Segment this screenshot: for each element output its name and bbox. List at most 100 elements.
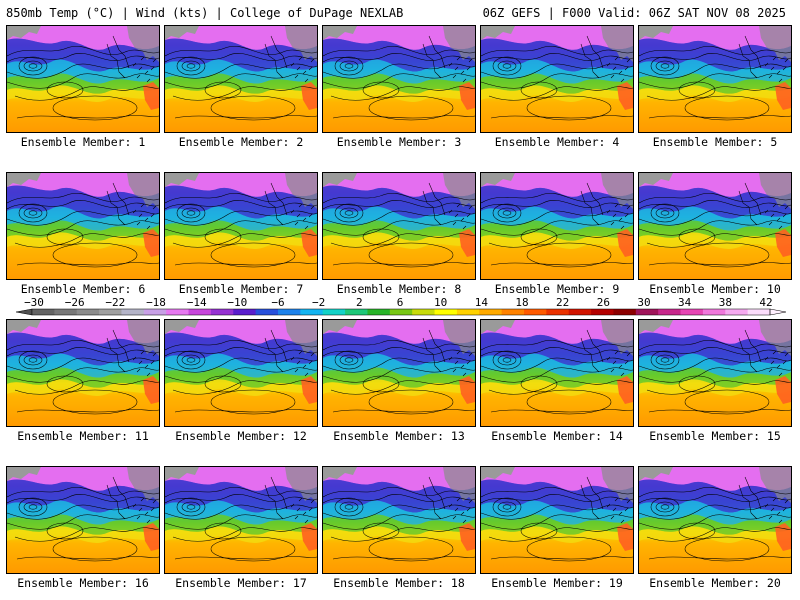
temperature-wind-map: [481, 467, 633, 573]
colorbar-tick-label: −26: [65, 296, 85, 309]
ensemble-member-map: [322, 172, 476, 280]
ensemble-member-map: [480, 172, 634, 280]
ensemble-member-map: [6, 319, 160, 427]
colorbar-swatch: [702, 309, 726, 315]
temperature-wind-map: [639, 26, 791, 132]
colorbar-tick-label: −14: [187, 296, 207, 309]
ensemble-member-label: Ensemble Member: 13: [333, 429, 465, 443]
ensemble-member-map: [638, 466, 792, 574]
colorbar-swatch: [412, 309, 436, 315]
temperature-wind-map: [323, 320, 475, 426]
colorbar-tick-label: 38: [719, 296, 732, 309]
colorbar-swatch: [300, 309, 324, 315]
ensemble-member-map: [322, 466, 476, 574]
ensemble-member-label: Ensemble Member: 16: [17, 576, 149, 590]
colorbar-swatch: [143, 309, 167, 315]
colorbar-tick-label: −2: [312, 296, 325, 309]
colorbar-swatch: [99, 309, 122, 315]
ensemble-member-label: Ensemble Member: 14: [491, 429, 623, 443]
ensemble-member-label: Ensemble Member: 3: [336, 135, 462, 149]
ensemble-member-map: [6, 466, 160, 574]
temperature-wind-map: [323, 173, 475, 279]
colorbar-max-arrow: [769, 308, 787, 316]
temperature-wind-map: [323, 467, 475, 573]
colorbar-tick-label: 10: [434, 296, 447, 309]
ensemble-member-map: [322, 25, 476, 133]
temperature-wind-map: [323, 26, 475, 132]
colorbar-swatch: [322, 309, 346, 315]
temperature-wind-map: [639, 320, 791, 426]
ensemble-member-label: Ensemble Member: 11: [17, 429, 149, 443]
ensemble-member-map: [638, 25, 792, 133]
colorbar-tick-label: 42: [759, 296, 772, 309]
ensemble-member-label: Ensemble Member: 4: [494, 135, 620, 149]
colorbar-swatch: [389, 309, 413, 315]
colorbar-tick-label: 18: [515, 296, 528, 309]
colorbar-swatch: [680, 309, 704, 315]
colorbar-tick-label: 6: [397, 296, 404, 309]
colorbar-swatch: [32, 309, 55, 315]
temperature-wind-map: [481, 173, 633, 279]
colorbar-swatch: [166, 309, 190, 315]
run-valid-time: 06Z GEFS | F000 Valid: 06Z SAT NOV 08 20…: [482, 6, 786, 20]
ensemble-member-map: [480, 25, 634, 133]
colorbar-swatch: [210, 309, 234, 315]
temperature-wind-map: [7, 26, 159, 132]
colorbar-swatch: [255, 309, 279, 315]
colorbar-swatch: [479, 309, 503, 315]
colorbar-swatch: [568, 309, 592, 315]
colorbar-tick-label: 22: [556, 296, 569, 309]
temperature-wind-map: [165, 320, 317, 426]
ensemble-member-label: Ensemble Member: 5: [652, 135, 778, 149]
colorbar-tick-label: −18: [146, 296, 166, 309]
colorbar-frame: [31, 308, 771, 316]
temperature-wind-map: [7, 320, 159, 426]
temperature-wind-map: [639, 467, 791, 573]
ensemble-member-map: [164, 466, 318, 574]
colorbar-tick-label: 34: [678, 296, 692, 309]
colorbar-swatch: [54, 309, 78, 315]
colorbar-swatch: [591, 309, 614, 315]
ensemble-member-label: Ensemble Member: 8: [336, 282, 462, 296]
colorbar-swatch: [434, 309, 458, 315]
colorbar-swatch: [233, 309, 257, 315]
colorbar-swatch: [76, 309, 100, 315]
ensemble-member-map: [6, 25, 160, 133]
temperature-wind-map: [7, 467, 159, 573]
ensemble-member-map: [480, 319, 634, 427]
temperature-wind-map: [639, 173, 791, 279]
colorbar-swatch: [188, 309, 212, 315]
colorbar-tick-label: −10: [227, 296, 247, 309]
temperature-wind-map: [481, 320, 633, 426]
colorbar-swatch: [121, 309, 145, 315]
colorbar-tick-label: 2: [356, 296, 363, 309]
ensemble-member-label: Ensemble Member: 12: [175, 429, 307, 443]
ensemble-member-map: [164, 319, 318, 427]
ensemble-member-label: Ensemble Member: 9: [494, 282, 620, 296]
colorbar-swatch: [635, 309, 659, 315]
ensemble-member-label: Ensemble Member: 7: [178, 282, 304, 296]
colorbar-tick-label: 30: [637, 296, 650, 309]
colorbar-swatch: [456, 309, 480, 315]
ensemble-member-map: [638, 319, 792, 427]
ensemble-member-label: Ensemble Member: 18: [333, 576, 465, 590]
ensemble-member-label: Ensemble Member: 6: [20, 282, 146, 296]
colorbar-tick-label: 26: [597, 296, 610, 309]
ensemble-member-label: Ensemble Member: 15: [649, 429, 781, 443]
ensemble-member-map: [6, 172, 160, 280]
ensemble-member-label: Ensemble Member: 20: [649, 576, 781, 590]
colorbar-swatch: [278, 309, 301, 315]
ensemble-member-label: Ensemble Member: 10: [649, 282, 781, 296]
ensemble-member-label: Ensemble Member: 2: [178, 135, 304, 149]
temperature-wind-map: [165, 467, 317, 573]
colorbar-swatch: [747, 309, 771, 315]
colorbar-swatch: [367, 309, 391, 315]
temperature-wind-map: [7, 173, 159, 279]
colorbar-tick-label: −30: [24, 296, 44, 309]
colorbar-swatch: [501, 309, 525, 315]
ensemble-member-label: Ensemble Member: 17: [175, 576, 307, 590]
colorbar-swatch: [725, 309, 749, 315]
temperature-wind-map: [481, 26, 633, 132]
colorbar-swatch: [546, 309, 570, 315]
ensemble-member-map: [480, 466, 634, 574]
